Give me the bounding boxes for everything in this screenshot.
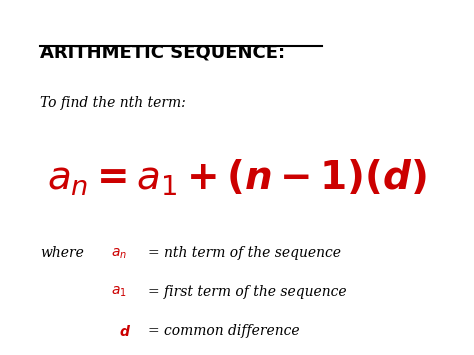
- Text: $\boldsymbol{a_n = a_1 + (n-1)(d)}$: $\boldsymbol{a_n = a_1 + (n-1)(d)}$: [47, 158, 427, 198]
- Text: $\boldsymbol{a_1}$: $\boldsymbol{a_1}$: [111, 285, 127, 299]
- Text: = common difference: = common difference: [147, 324, 299, 338]
- Text: ARITHMETIC SEQUENCE:: ARITHMETIC SEQUENCE:: [40, 44, 285, 62]
- Text: = nth term of the sequence: = nth term of the sequence: [147, 246, 340, 260]
- Text: To find the nth term:: To find the nth term:: [40, 97, 185, 110]
- Text: = first term of the sequence: = first term of the sequence: [147, 285, 346, 299]
- Text: $\boldsymbol{d}$: $\boldsymbol{d}$: [119, 324, 131, 339]
- Text: $\boldsymbol{a_n}$: $\boldsymbol{a_n}$: [111, 246, 127, 261]
- Text: where: where: [40, 246, 83, 260]
